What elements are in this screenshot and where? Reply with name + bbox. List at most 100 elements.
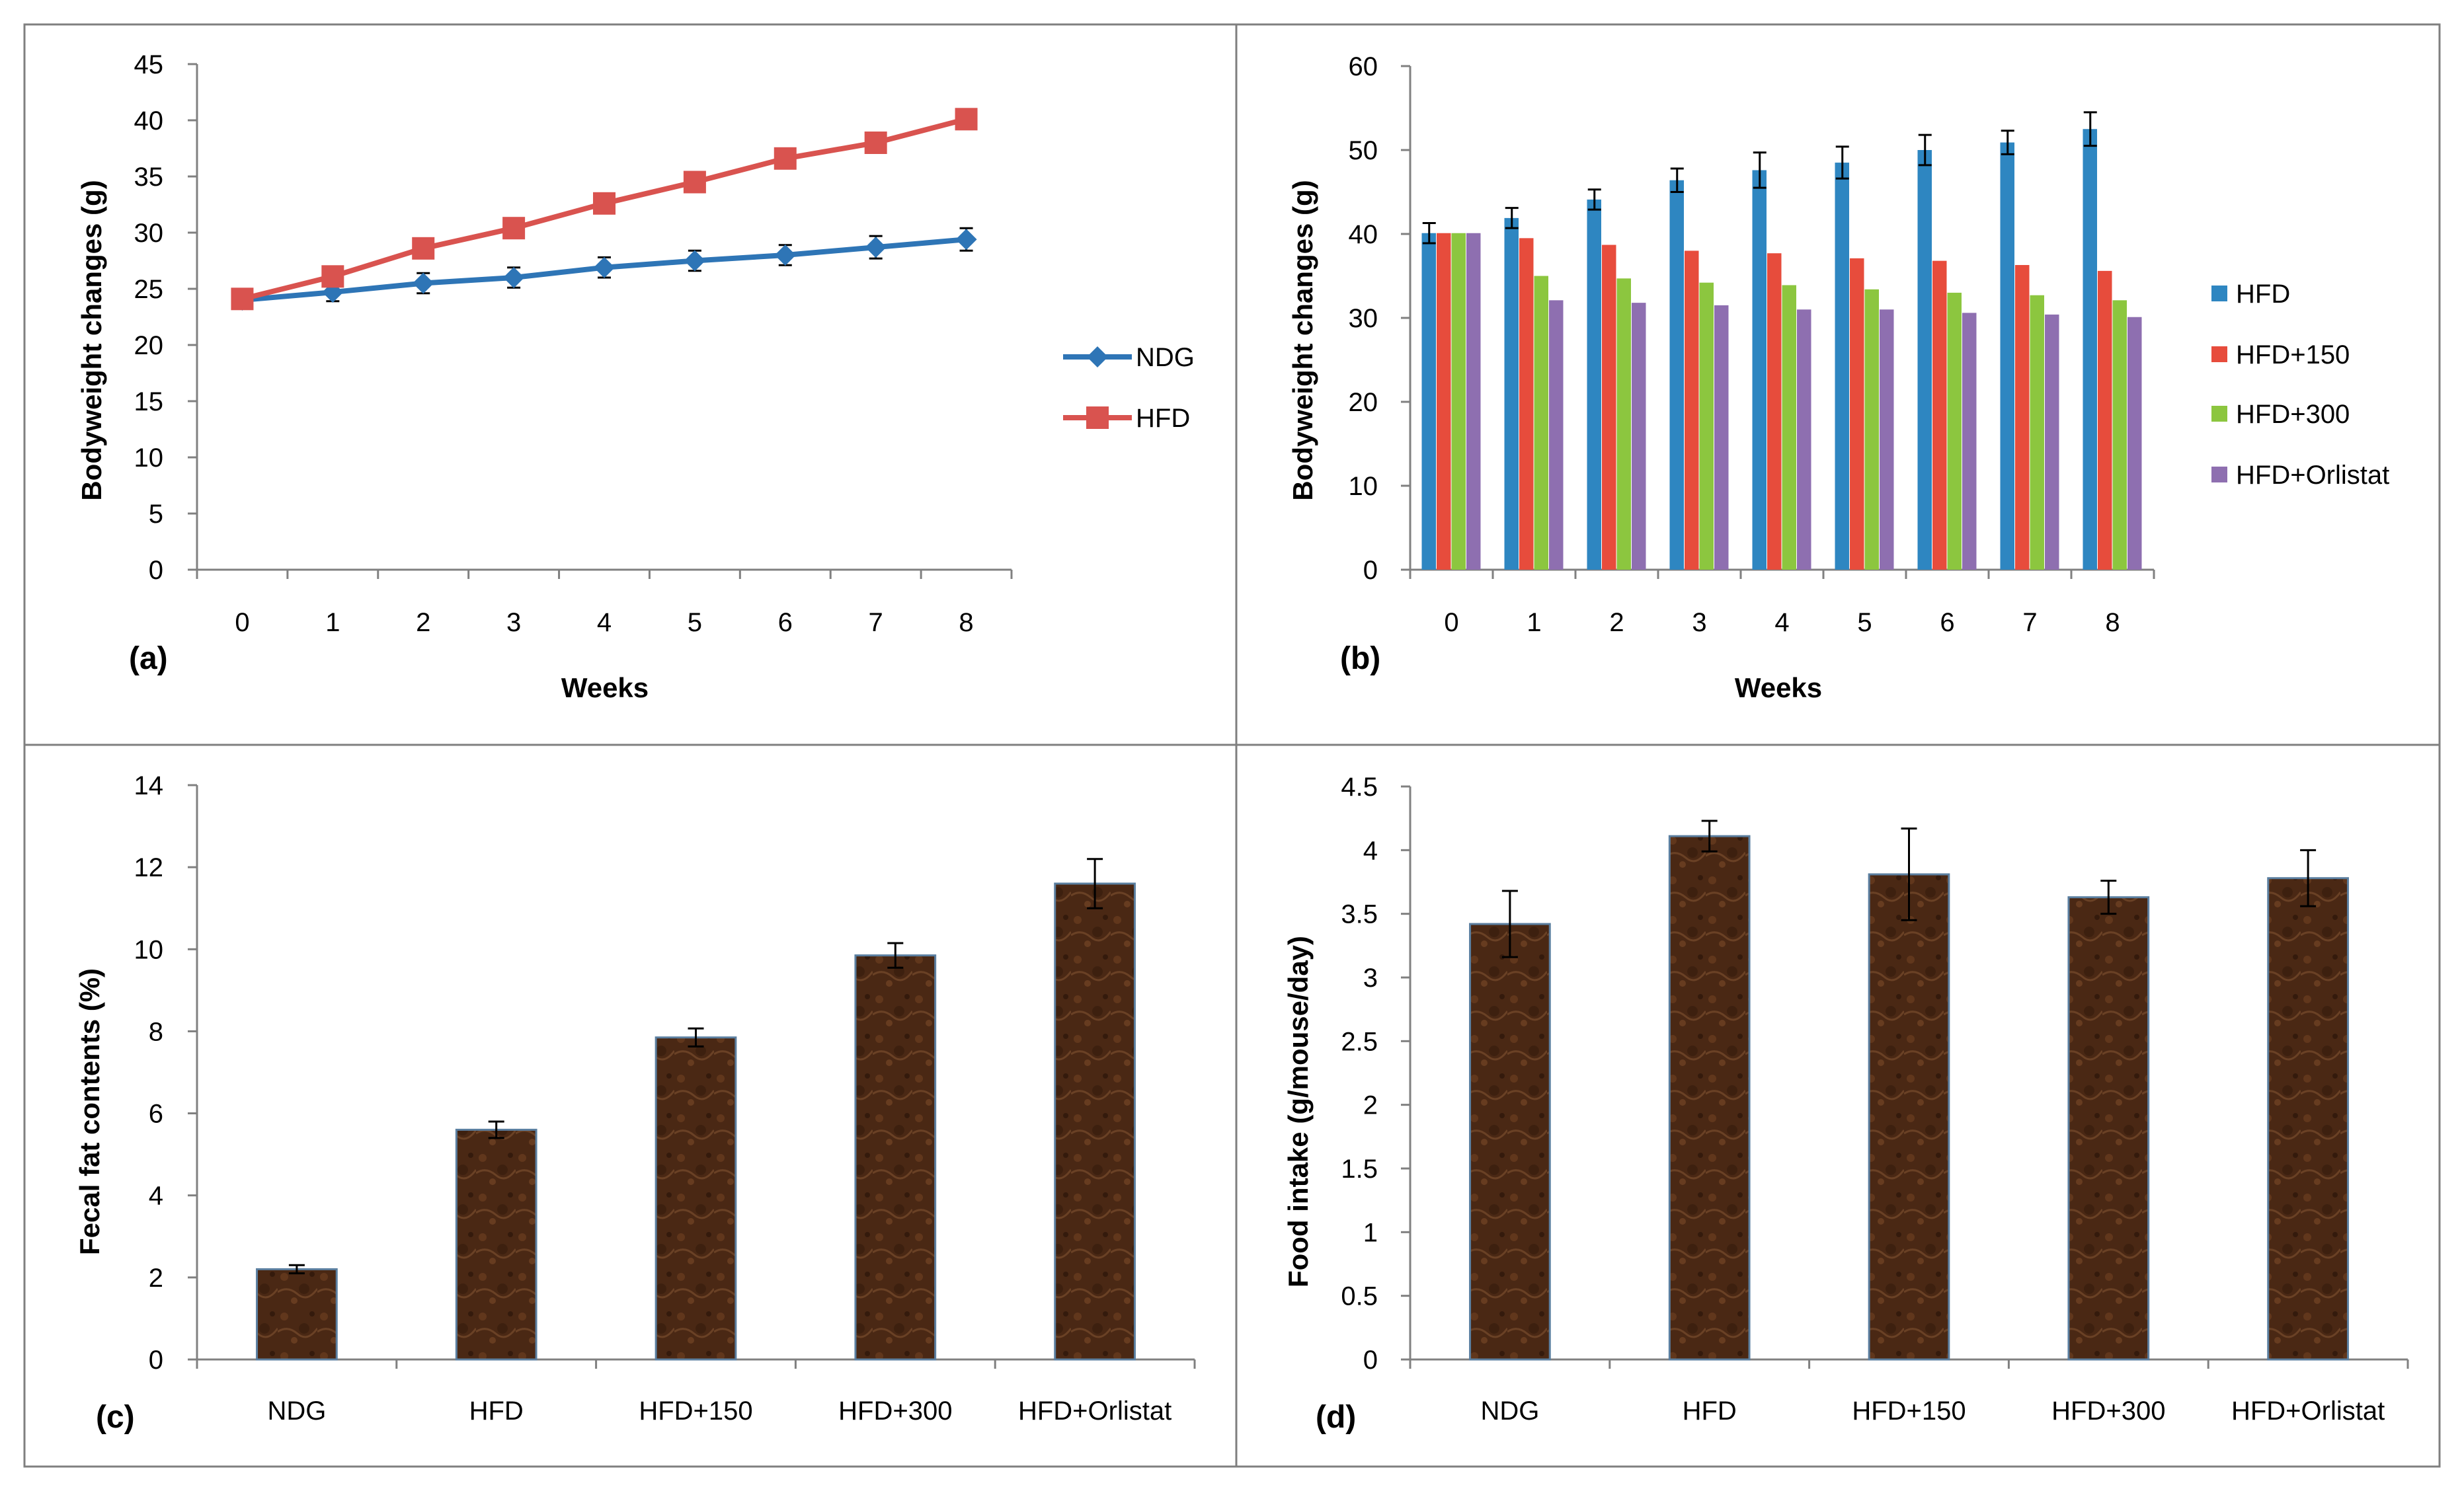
panel-b-y-tick-label: 10 xyxy=(1349,472,1378,501)
panel-a-marks xyxy=(231,108,978,311)
bar-hfd-300 xyxy=(1534,276,1548,570)
panel-b-x-tick-label: 6 xyxy=(1940,608,1954,637)
panel-b-x-tick-label: 4 xyxy=(1774,608,1789,637)
panel-a-x-axis-title: Weeks xyxy=(561,672,649,703)
panel-d-bar xyxy=(2067,896,2150,1361)
panel-b-x-tick-label: 3 xyxy=(1692,608,1706,637)
panel-d-y-axis-title: Food intake (g/mouse/day) xyxy=(1283,936,1314,1287)
bar-hfd xyxy=(1504,217,1519,570)
panel-c-y-tick-label: 14 xyxy=(134,771,164,800)
panel-a-y-tick-label: 45 xyxy=(134,50,164,79)
panel-a-x-tick-label: 5 xyxy=(688,608,702,637)
panel-a-x-tick-label: 2 xyxy=(416,608,430,637)
panel-d-y-tick-label: 3 xyxy=(1363,964,1378,993)
panel-d-frame xyxy=(1235,744,2441,1468)
panel-d-bar xyxy=(1668,835,1751,1361)
panel-a-x-tick-label: 6 xyxy=(778,608,793,637)
panel-d-y-tick-label: 0.5 xyxy=(1341,1282,1378,1311)
panel-d-x-tick-label: HFD xyxy=(1683,1396,1737,1426)
bar-hfd-orlistat xyxy=(1962,313,1977,570)
panel-d-bar xyxy=(1469,923,1551,1361)
bar-hfd xyxy=(1587,199,1601,570)
panel-b-y-tick-label: 40 xyxy=(1349,220,1378,249)
panel-d-y-tick-label: 0 xyxy=(1363,1346,1378,1375)
panel-c-y-tick-label: 10 xyxy=(134,935,164,964)
legend-label-hfd150: HFD+150 xyxy=(2236,340,2350,369)
panel-c-x-tick-label: HFD+Orlistat xyxy=(1018,1396,1172,1426)
bar-hfd-300 xyxy=(1616,278,1631,570)
legend-label-ndg: NDG xyxy=(1136,343,1195,372)
panel-a-x-tick-label: 7 xyxy=(869,608,883,637)
panel-c-y-axis-title: Fecal fat contents (%) xyxy=(74,968,105,1255)
panel-d-bar-chart: 0 0.5 1 1.5 2 2.5 3 3.5 4 4.5 NDG HFD HFD+150 HFD+300… xyxy=(1283,773,2409,1435)
panel-a-x-tick-label: 3 xyxy=(506,608,521,637)
panel-b-y-axis-title: Bodyweight changes (g) xyxy=(1287,180,1318,500)
panel-b-marks xyxy=(1421,111,2142,570)
panel-c-x-tick-label: NDG xyxy=(267,1396,326,1426)
panel-d-y-tick-label: 3.5 xyxy=(1341,900,1378,929)
point-marker-hfd xyxy=(774,147,797,170)
panel-c-bar-chart: 0 2 4 6 8 10 12 14 NDG HFD HFD+150 HFD+300 HFD+Orlis… xyxy=(74,771,1196,1435)
panel-b-x-tick-label: 5 xyxy=(1857,608,1872,637)
panel-c-x-tick-label: HFD+150 xyxy=(639,1396,752,1426)
panel-frames xyxy=(23,23,2441,1468)
point-marker-hfd xyxy=(683,171,706,194)
point-marker-ndg xyxy=(594,256,615,278)
bar-hfd-150 xyxy=(1850,258,1864,570)
panel-a-y-tick-label: 10 xyxy=(134,443,164,473)
panel-c-bar xyxy=(256,1268,338,1361)
panel-c-axes: 0 2 4 6 8 10 12 14 NDG HFD HFD+150 HFD+300 HFD+Orlis… xyxy=(134,771,1196,1426)
panel-b-y-tick-label: 0 xyxy=(1363,556,1378,585)
panel-d-bar xyxy=(1868,873,1950,1361)
panel-c-y-tick-label: 0 xyxy=(149,1346,163,1375)
point-marker-hfd xyxy=(955,108,978,131)
panel-a-y-tick-label: 5 xyxy=(149,500,163,529)
bar-hfd-150 xyxy=(2098,270,2112,570)
bar-hfd-300 xyxy=(1782,285,1796,570)
panel-d-y-tick-label: 1 xyxy=(1363,1218,1378,1247)
bar-hfd-orlistat xyxy=(1797,309,1811,570)
panel-d-y-tick-label: 2 xyxy=(1363,1091,1378,1120)
panel-a-y-axis-title: Bodyweight changes (g) xyxy=(76,180,107,500)
legend-marker-ndg xyxy=(1087,346,1108,367)
panel-b-axes: 0 10 20 30 40 50 60 0 1 2 3 4 5 6 7 8 xyxy=(1349,52,2155,637)
bar-hfd-150 xyxy=(1519,238,1534,570)
point-marker-ndg xyxy=(413,272,434,294)
bar-hfd xyxy=(2000,142,2014,570)
panel-b-y-tick-label: 60 xyxy=(1349,52,1378,81)
panel-b-x-tick-label: 2 xyxy=(1609,608,1624,637)
legend-swatch-orlistat xyxy=(2211,467,2227,482)
legend-swatch-hfd300 xyxy=(2211,406,2227,422)
bar-hfd xyxy=(2083,129,2097,570)
panel-a-x-tick-label: 1 xyxy=(325,608,340,637)
panel-d-x-tick-label: NDG xyxy=(1480,1396,1539,1426)
point-marker-ndg xyxy=(503,267,525,288)
bar-hfd-orlistat xyxy=(1632,303,1646,570)
panel-d-label: (d) xyxy=(1316,1400,1356,1435)
bar-hfd xyxy=(1421,233,1436,570)
point-marker-hfd xyxy=(321,265,344,288)
point-marker-ndg xyxy=(774,245,796,266)
panel-d-x-tick-label: HFD+Orlistat xyxy=(2231,1396,2385,1426)
panel-b-y-tick-label: 20 xyxy=(1349,388,1378,417)
panel-c-bar xyxy=(655,1036,737,1361)
panel-d-y-tick-label: 4.5 xyxy=(1341,773,1378,802)
bar-hfd-150 xyxy=(1437,233,1451,570)
panel-a-y-tick-label: 15 xyxy=(134,387,164,416)
panel-b-y-tick-label: 30 xyxy=(1349,304,1378,333)
panel-d-x-tick-label: HFD+300 xyxy=(2051,1396,2165,1426)
legend-label-hfd300: HFD+300 xyxy=(2236,400,2350,429)
panel-b-y-tick-label: 50 xyxy=(1349,136,1378,165)
legend-label-hfd-b: HFD xyxy=(2236,280,2290,309)
panel-c-y-tick-label: 8 xyxy=(149,1017,163,1046)
panel-a-y-tick-label: 35 xyxy=(134,163,164,192)
bar-hfd-150 xyxy=(1767,253,1782,570)
point-marker-ndg xyxy=(865,237,887,258)
panel-c-y-tick-label: 4 xyxy=(149,1182,163,1211)
bar-hfd-300 xyxy=(1451,233,1466,570)
panel-b-bar-chart: 0 10 20 30 40 50 60 0 1 2 3 4 5 6 7 8 (b) Weeks Bodywei… xyxy=(1287,52,2389,703)
bar-hfd-300 xyxy=(1699,282,1714,570)
panel-a-y-tick-label: 25 xyxy=(134,275,164,304)
